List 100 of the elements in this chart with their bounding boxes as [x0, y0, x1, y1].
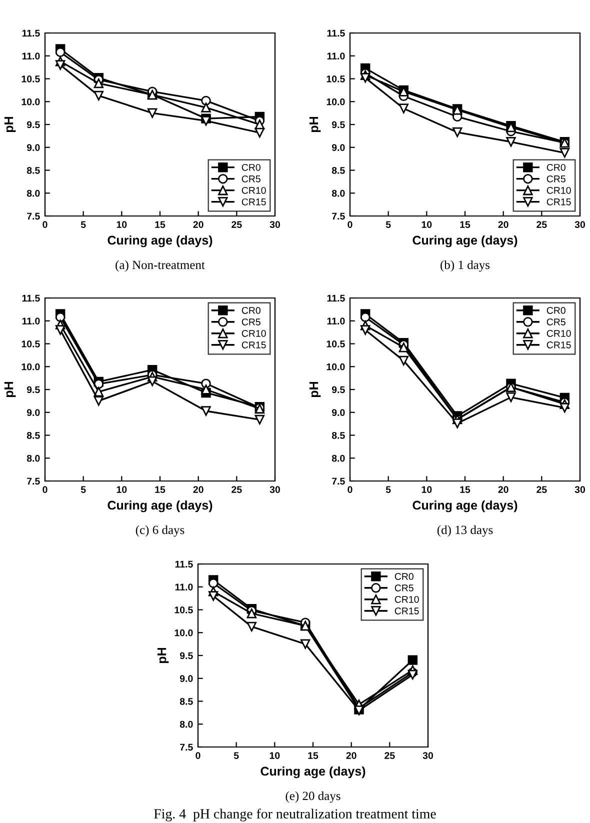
y-tick-label: 8.5 [180, 698, 193, 705]
legend-label: CR10 [546, 330, 571, 337]
x-tick-label: 30 [270, 221, 280, 228]
y-tick-label: 9.5 [332, 386, 345, 394]
x-axis-title: Curing age (days) [412, 235, 518, 248]
legend-label: CR10 [546, 186, 571, 194]
legend-label: CR15 [546, 198, 571, 206]
legend-label: CR5 [546, 318, 566, 326]
x-tick-label: 25 [536, 221, 547, 228]
y-tick-label: 10.5 [22, 75, 40, 82]
y-tick-label: 8.0 [26, 454, 40, 462]
y-tick-label: 11.5 [175, 560, 193, 568]
x-tick-label: 0 [348, 486, 352, 493]
y-tick-label: 8.0 [26, 190, 40, 197]
x-axis-title: Curing age (days) [260, 766, 366, 778]
legend-label: CR0 [394, 573, 414, 580]
x-tick-label: 15 [460, 221, 470, 228]
text: (d) 13 days [437, 525, 493, 537]
y-tick-label: 10.5 [326, 340, 345, 348]
legend-label: CR5 [242, 318, 260, 326]
legend-label: CR0 [546, 307, 566, 314]
x-tick-label: 10 [422, 486, 432, 493]
y-tick-label: 9.5 [180, 652, 193, 660]
legend-label: CR15 [242, 341, 266, 348]
legend-label: CR0 [242, 307, 260, 314]
x-tick-label: 5 [386, 486, 391, 493]
x-tick-label: 20 [498, 486, 508, 493]
x-tick-label: 30 [270, 486, 280, 494]
x-tick-label: 30 [574, 221, 586, 228]
y-tick-label: 11.0 [327, 318, 345, 324]
y-tick-label: 10.0 [174, 629, 193, 636]
y-tick-label: 10.5 [174, 606, 193, 614]
y-tick-label: 11.5 [327, 294, 345, 302]
legend-label: CR15 [546, 341, 571, 348]
y-tick-label: 7.5 [332, 212, 345, 220]
y-tick-label: 9.0 [26, 144, 40, 151]
y-tick-label: 8.5 [332, 166, 345, 174]
legend-label: CR10 [394, 596, 419, 603]
x-tick-label: 30 [574, 486, 586, 494]
y-tick-label: 8.0 [180, 720, 193, 728]
y-tick-label: 9.0 [180, 675, 193, 682]
legend-label: CR0 [546, 164, 566, 171]
y-tick-label: 9.0 [332, 409, 345, 416]
y-tick-label: 11.0 [327, 52, 345, 60]
x-tick-label: 10 [422, 221, 432, 228]
x-tick-label: 25 [232, 221, 242, 228]
x-tick-label: 25 [232, 486, 242, 493]
y-axis-title: pH [4, 117, 16, 132]
y-tick-label: 10.5 [326, 75, 345, 82]
x-tick-label: 10 [270, 752, 280, 759]
y-tick-label: 10.0 [326, 98, 345, 106]
text: (c) 6 days [136, 525, 184, 537]
legend-label: CR15 [394, 607, 419, 614]
y-axis-title: pH [4, 382, 16, 398]
y-tick-label: 9.5 [26, 121, 40, 128]
x-tick-label: 20 [346, 752, 356, 759]
y-tick-label: 7.5 [27, 478, 40, 485]
legend-label: CR5 [546, 175, 566, 182]
y-tick-label: 8.5 [332, 432, 345, 439]
y-tick-label: 7.5 [27, 212, 40, 220]
x-tick-label: 25 [536, 486, 547, 493]
legend-label: CR5 [394, 584, 414, 592]
text: (b) 1 days [440, 260, 490, 272]
x-axis-title: Curing age (days) [108, 500, 212, 512]
y-tick-label: 7.5 [332, 478, 345, 485]
x-tick-label: 5 [386, 221, 391, 228]
y-tick-label: 10.5 [22, 340, 40, 348]
text: (e) 20 days [286, 791, 340, 803]
y-tick-label: 11.0 [22, 52, 40, 60]
x-tick-label: 5 [80, 486, 86, 493]
y-tick-label: 9.5 [26, 386, 40, 394]
y-axis-title: pH [309, 382, 321, 398]
x-axis-title: Curing age (days) [108, 235, 212, 248]
legend-label: CR15 [242, 198, 266, 206]
x-tick-label: 20 [498, 221, 508, 228]
y-tick-label: 9.5 [332, 121, 345, 128]
y-tick-label: 11.5 [22, 30, 40, 37]
y-tick-label: 11.5 [22, 294, 40, 302]
x-tick-label: 25 [384, 752, 395, 759]
y-tick-label: 7.5 [180, 744, 193, 751]
y-tick-label: 11.0 [22, 318, 40, 324]
x-tick-label: 10 [116, 221, 127, 228]
legend-label: CR5 [242, 175, 260, 182]
x-axis-title: Curing age (days) [412, 500, 518, 512]
y-tick-label: 8.0 [332, 454, 345, 462]
x-tick-label: 15 [155, 221, 166, 228]
x-tick-label: 20 [193, 221, 204, 228]
x-tick-label: 5 [234, 752, 239, 759]
legend-label: CR10 [242, 186, 266, 194]
x-tick-label: 15 [308, 752, 318, 759]
x-tick-label: 0 [42, 486, 48, 493]
x-tick-label: 15 [155, 486, 166, 493]
y-tick-label: 8.5 [26, 166, 40, 174]
x-tick-label: 0 [42, 221, 48, 228]
y-tick-label: 9.0 [332, 144, 345, 151]
y-tick-label: 11.0 [175, 584, 193, 590]
text: (a) Non-treatment [116, 260, 205, 272]
y-axis-title: pH [157, 648, 169, 664]
x-tick-label: 30 [422, 752, 434, 760]
y-tick-label: 8.0 [332, 190, 345, 197]
